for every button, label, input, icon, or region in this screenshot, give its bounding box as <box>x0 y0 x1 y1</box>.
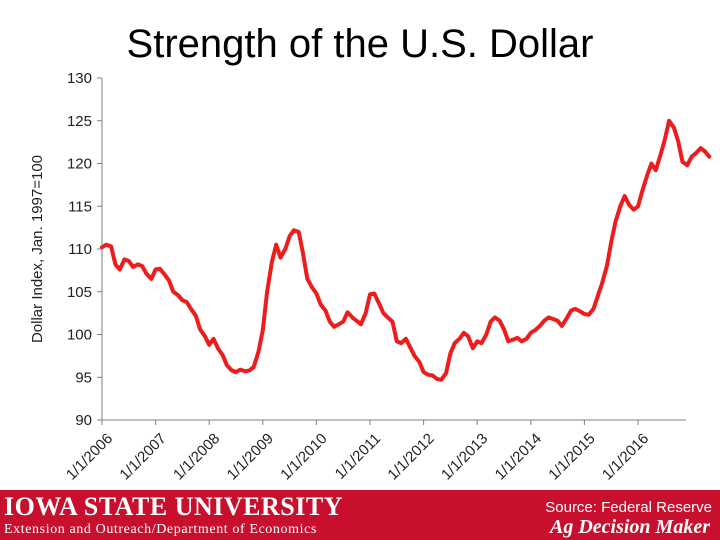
x-tick-label: 1/1/2007 <box>116 430 169 483</box>
source-note: Source: Federal Reserve <box>545 499 712 516</box>
y-axis: 90 95 100 105 110 115 120 125 130 <box>67 70 103 429</box>
x-tick-label: 1/1/2009 <box>224 430 277 483</box>
x-tick-label: 1/1/2010 <box>277 430 330 483</box>
series-line <box>100 118 712 382</box>
y-tick-label: 130 <box>67 70 92 87</box>
footer-bar: IOWA STATE UNIVERSITY Extension and Outr… <box>0 490 720 540</box>
y-tick-label: 105 <box>67 284 92 301</box>
y-axis-label: Dollar Index, Jan. 1997=100 <box>29 155 46 343</box>
y-tick-label: 95 <box>75 369 92 386</box>
y-tick-label: 120 <box>67 156 92 173</box>
program-logo-text: Ag Decision Maker <box>550 516 710 538</box>
x-tick-label: 1/1/2013 <box>438 430 491 483</box>
y-tick-label: 115 <box>68 198 92 215</box>
department-text: Extension and Outreach/Department of Eco… <box>4 522 317 537</box>
y-tick-label: 100 <box>67 327 92 344</box>
university-wordmark: IOWA STATE UNIVERSITY <box>4 492 343 521</box>
x-tick-label: 1/1/2014 <box>492 430 545 483</box>
y-tick-label: 125 <box>67 113 92 130</box>
x-tick-label: 1/1/2008 <box>170 430 223 483</box>
x-tick-label: 1/1/2012 <box>384 430 437 483</box>
chart-title: Strength of the U.S. Dollar <box>126 22 594 66</box>
y-tick-label: 110 <box>68 241 92 258</box>
x-tick-label: 1/1/2016 <box>599 430 652 483</box>
x-tick-label: 1/1/2006 <box>63 430 116 483</box>
y-tick-label: 90 <box>75 412 92 429</box>
x-tick-label: 1/1/2011 <box>332 430 385 483</box>
x-axis: 1/1/2006 1/1/2007 1/1/2008 1/1/2009 1/1/2010… <box>63 419 686 483</box>
x-tick-label: 1/1/2015 <box>545 430 598 483</box>
